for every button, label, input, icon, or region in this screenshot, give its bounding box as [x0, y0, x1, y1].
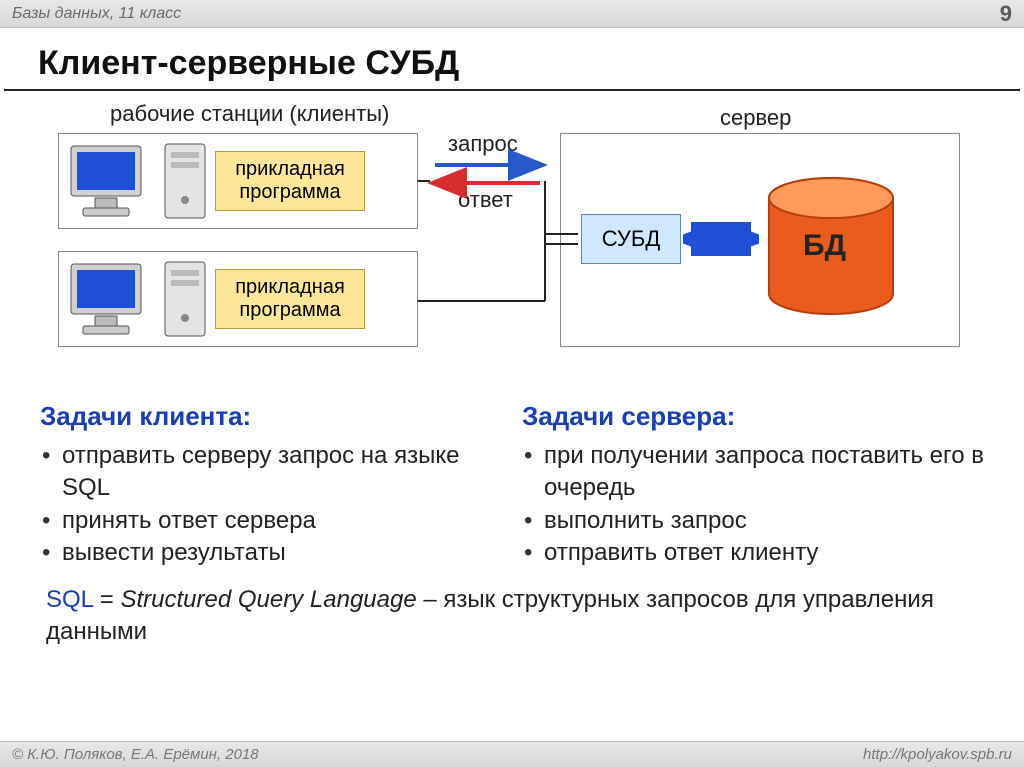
sql-dash: – [417, 586, 444, 613]
sql-expansion: Structured Query Language [121, 586, 417, 613]
server-task-item: при получении запроса поставить его в оч… [544, 440, 984, 505]
server-tasks: Задачи сервера: при получении запроса по… [522, 401, 984, 570]
client-task-item: отправить серверу запрос на языке SQL [62, 440, 502, 505]
server-task-item: отправить ответ клиенту [544, 537, 984, 569]
slide-title: Клиент-серверные СУБД [4, 28, 1020, 91]
server-task-item: выполнить запрос [544, 505, 984, 537]
course-label: Базы данных, 11 класс [12, 5, 181, 23]
slide-header: Базы данных, 11 класс 9 [0, 0, 1024, 28]
diagram: рабочие станции (клиенты) сервер приклад… [0, 91, 1024, 401]
connector-lines [0, 91, 1024, 401]
client-task-item: принять ответ сервера [62, 505, 502, 537]
footer-url: http://kpolyakov.spb.ru [863, 746, 1012, 763]
client-tasks: Задачи клиента: отправить серверу запрос… [40, 401, 502, 570]
client-task-item: вывести результаты [62, 537, 502, 569]
client-tasks-title: Задачи клиента: [40, 401, 502, 432]
copyright: © К.Ю. Поляков, Е.А. Ерёмин, 2018 [12, 746, 259, 763]
sql-term: SQL [46, 586, 93, 613]
sql-definition: SQL = Structured Query Language – язык с… [0, 570, 1024, 649]
server-tasks-title: Задачи сервера: [522, 401, 984, 432]
tasks-section: Задачи клиента: отправить серверу запрос… [0, 401, 1024, 570]
sql-eq: = [93, 586, 120, 613]
slide-footer: © К.Ю. Поляков, Е.А. Ерёмин, 2018 http:/… [0, 741, 1024, 767]
page-number: 9 [1000, 1, 1012, 27]
